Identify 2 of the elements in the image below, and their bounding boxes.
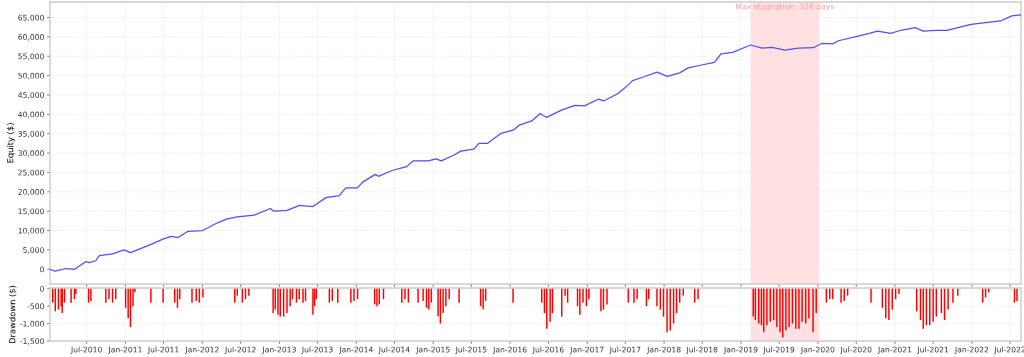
y-axis-title: Drawdown ($): [8, 285, 17, 344]
y-axis-title: Equity ($): [6, 123, 15, 163]
